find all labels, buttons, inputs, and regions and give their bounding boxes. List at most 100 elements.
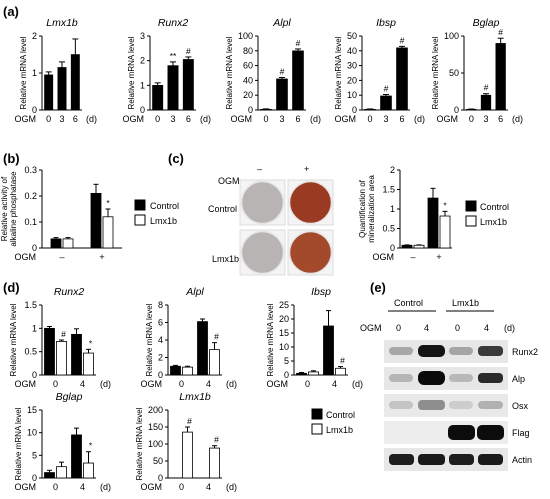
x-tick-label: 4 <box>80 482 85 492</box>
panel-c-images: – + OGM Control Lmx1b <box>208 164 334 276</box>
band-runx2-3 <box>449 347 473 355</box>
x-tick-label: 0 <box>179 379 184 389</box>
legend-swatch-control <box>134 199 146 211</box>
ogm-label: OGM <box>141 379 163 389</box>
chart-a-2: Alpl 0 20 40 60 80 100 Relative mRNA level 0 3 #6 #… <box>225 17 321 124</box>
chart-d-11: Lmx1b 0 50 100 150 200 Relative mRNA level #0 #4… <box>135 391 237 492</box>
bar <box>495 43 506 111</box>
blot-ogm-label: OGM <box>360 323 382 333</box>
dish-lmx1b-plus <box>288 230 333 275</box>
y-axis-label-line: Quantification of <box>358 179 367 238</box>
unit-label: (d) <box>86 114 97 124</box>
y-tick-label: 0.3 <box>24 165 37 175</box>
bar <box>380 95 392 111</box>
y-tick-label: 0 <box>248 105 253 115</box>
y-axis-label: Relative mRNA level <box>19 36 28 109</box>
chart-d-9: Ibsp 0 5 10 15 20 25 Relative mRNA level 0 #4 OGM (… <box>266 286 363 389</box>
bar-lmx1b <box>62 238 74 249</box>
band-alp-1 <box>389 374 413 382</box>
bar-lmx1b <box>182 431 193 479</box>
bar <box>396 47 408 111</box>
y-tick-label: 15 <box>27 405 37 415</box>
bar-lmx1b <box>83 462 94 479</box>
y-tick-label: 0.5 <box>382 224 395 234</box>
band-runx2-2 <box>418 345 445 357</box>
y-tick-label: 20 <box>279 314 289 324</box>
y-tick-label: 1.5 <box>382 185 395 195</box>
significance-mark: # <box>186 46 191 56</box>
ogm-label: OGM <box>15 114 37 124</box>
bar-lmx1b <box>182 366 193 376</box>
y-axis-label: Relative mRNA level <box>9 303 18 376</box>
x-tick-label: 4 <box>80 379 85 389</box>
y-tick-label: 4 <box>158 335 163 345</box>
dish-row-lmx1b: Lmx1b <box>212 254 239 264</box>
significance-mark: # <box>214 332 219 342</box>
chart-title: Bglap <box>56 391 83 403</box>
significance-mark: * <box>89 338 93 348</box>
blot-time-0: 0 <box>396 323 401 333</box>
y-axis-label: Relative mRNA level <box>431 36 440 109</box>
legend-label-control: Control <box>150 201 179 211</box>
y-tick-label: 0 <box>32 105 37 115</box>
band-actin-4 <box>478 454 503 465</box>
y-axis-label: Relative mRNA level <box>127 36 136 109</box>
band-alp-3 <box>449 374 473 382</box>
legend-c: Control Lmx1b <box>465 200 509 227</box>
significance-mark: # <box>214 435 219 445</box>
y-tick-label: 1 <box>390 204 395 214</box>
chart-title: Runx2 <box>158 17 189 29</box>
y-axis-label: Relative mRNA level <box>145 303 154 376</box>
legend-d-label-control: Control <box>326 410 355 420</box>
x-tick-label: – <box>59 252 64 262</box>
y-tick-label: 50 <box>347 31 357 41</box>
y-tick-label: 10 <box>347 90 357 100</box>
x-tick-label: 3 <box>383 114 388 124</box>
bar-control <box>323 325 334 376</box>
band-runx2-4 <box>478 346 503 356</box>
y-axis-label: Relative mRNA level <box>135 407 144 480</box>
y-tick-label: 1 <box>32 323 37 333</box>
bar-control <box>296 372 307 376</box>
y-axis-label: Relative mRNA level <box>266 303 275 376</box>
bar <box>480 94 492 111</box>
blot-time-1: 4 <box>424 323 429 333</box>
bar <box>167 65 179 111</box>
bar-control <box>71 434 82 479</box>
blot-strip-flag <box>384 421 508 444</box>
legend-swatch-lmx1b <box>134 214 146 226</box>
legend-d-swatch-lmx1b <box>311 423 323 435</box>
chart-a-3: Ibsp 0 10 20 30 40 50 Relative mRNA level 0 3 #6 # O… <box>334 17 425 124</box>
panel-e-blot: Control Lmx1b OGM 0 4 0 4 (d) Runx2 Alp … <box>360 298 538 471</box>
unit-label: (d) <box>226 482 237 492</box>
ogm-label: OGM <box>437 114 459 124</box>
legend-c-label-lmx1b: Lmx1b <box>480 217 507 227</box>
protein-label-flag: Flag <box>512 428 530 438</box>
blot-strip-osx <box>384 394 508 417</box>
y-tick-label: 30 <box>347 61 357 71</box>
panel-label-a: (a) <box>3 4 19 19</box>
x-tick-label: – <box>410 252 415 262</box>
bar-control <box>401 244 413 249</box>
y-tick-label: 0 <box>284 370 289 380</box>
unit-label: (d) <box>100 482 111 492</box>
band-actin-1 <box>389 454 414 465</box>
dish-cond-minus: – <box>257 164 262 174</box>
bar-lmx1b <box>209 349 220 376</box>
significance-mark: * <box>106 198 110 208</box>
unit-label: (d) <box>352 379 363 389</box>
chart-title: Ibsp <box>311 286 331 298</box>
significance-mark: * <box>443 200 447 210</box>
bar-lmx1b <box>102 216 114 249</box>
ogm-label: OGM <box>15 482 37 492</box>
chart-title: Alpl <box>185 286 204 298</box>
y-axis-label: mineralization area <box>367 175 376 243</box>
y-tick-label: 10 <box>27 428 37 438</box>
y-tick-label: 2 <box>158 353 163 363</box>
y-axis-label-line: Relative activity of <box>0 176 9 241</box>
